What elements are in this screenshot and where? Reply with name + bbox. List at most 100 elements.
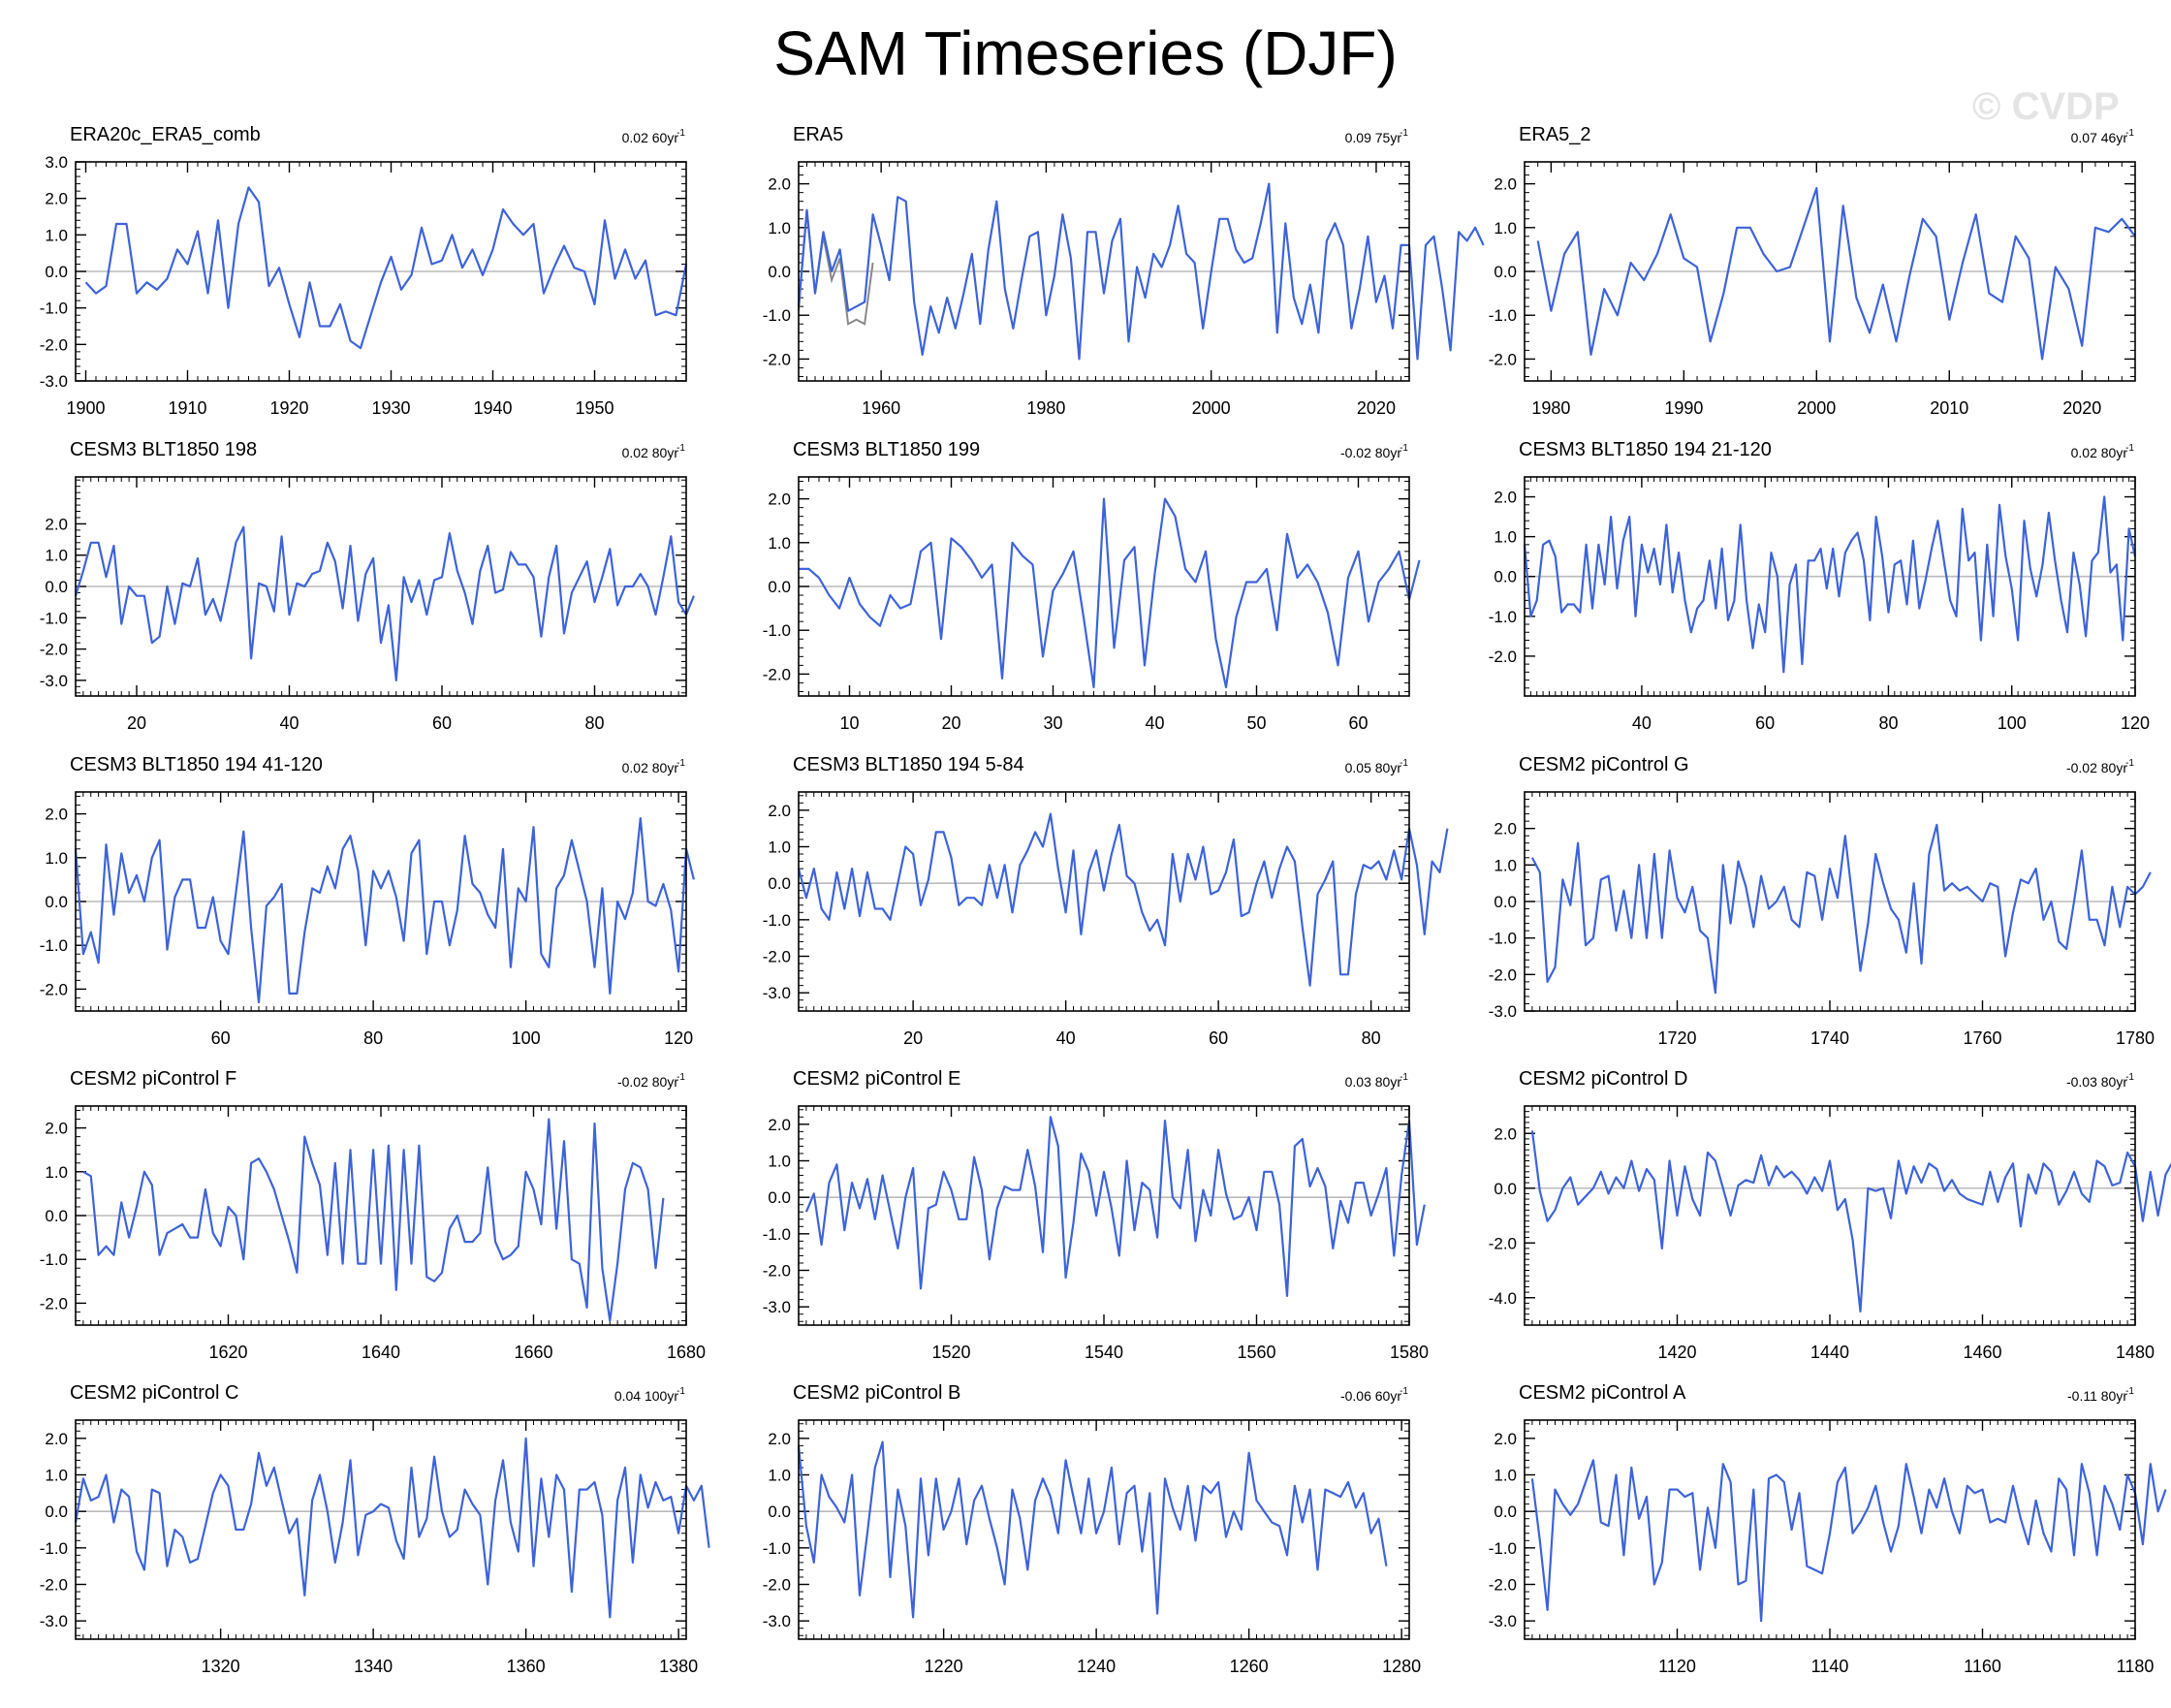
- x-tick-label: 1640: [362, 1343, 400, 1362]
- x-tick-label: 120: [664, 1028, 693, 1048]
- y-tick-label: -1.0: [763, 621, 791, 640]
- y-tick-label: -2.0: [1489, 648, 1517, 666]
- y-tick-label: 2.0: [768, 802, 791, 820]
- trend-exponent: -1: [676, 443, 685, 454]
- x-tick-label: 1900: [66, 398, 105, 418]
- panel-3: 1980 1990 2000 2010 2020 -2.0 -1.0 0.0 1.0 2.0 ERA…: [1489, 124, 2136, 418]
- y-tick-label: 1.0: [1494, 219, 1517, 237]
- panel-15: 1120 1140 1160 1180 -3.0 -2.0 -1.0 0.0 1.0 2.0 CES…: [1489, 1382, 2167, 1676]
- y-tick-label: 1.0: [768, 1467, 791, 1485]
- y-tick-label: -2.0: [1489, 965, 1517, 984]
- y-tick-label: 1.0: [768, 1153, 791, 1171]
- y-tick-label: 2.0: [768, 1430, 791, 1448]
- x-tick-label: 40: [279, 713, 299, 733]
- trend-label: 0.02 80yr: [622, 760, 679, 775]
- trend-label: 0.03 80yr: [1345, 1074, 1402, 1090]
- trend-label: 0.07 46yr: [2071, 130, 2128, 145]
- y-tick-label: 1.0: [1494, 856, 1517, 874]
- trend-label: 0.02 80yr: [2071, 445, 2128, 460]
- x-tick-label: 2000: [1192, 398, 1231, 418]
- y-tick-label: -4.0: [1489, 1289, 1517, 1308]
- x-tick-label: 60: [1348, 713, 1368, 733]
- trend-exponent: -1: [2125, 1072, 2134, 1083]
- x-tick-label: 30: [1043, 713, 1062, 733]
- x-tick-label: 120: [2121, 713, 2150, 733]
- y-tick-label: 1.0: [45, 849, 68, 868]
- y-tick-label: -3.0: [763, 1298, 791, 1316]
- plot-frame: [798, 791, 1410, 1012]
- trend-exponent: -1: [2125, 758, 2134, 769]
- panel-9: 1720 1740 1760 1780 -3.0 -2.0 -1.0 0.0 1.0 2.0 CES…: [1489, 754, 2155, 1048]
- y-tick-label: 0.0: [768, 1502, 791, 1521]
- series-line: [1530, 823, 2152, 995]
- panel-10: 1620 1640 1660 1680 -2.0 -1.0 0.0 1.0 2.0 CESM2 p…: [40, 1068, 706, 1362]
- plot-frame: [75, 1419, 687, 1640]
- trend-label: -0.03 80yr: [2066, 1074, 2127, 1090]
- x-tick-label: 1440: [1810, 1343, 1849, 1362]
- x-tick-label: 60: [1755, 713, 1775, 733]
- panel-title: CESM2 piControl G: [1519, 754, 1689, 775]
- x-tick-label: 1780: [2116, 1028, 2155, 1048]
- x-tick-label: 2000: [1797, 398, 1836, 418]
- trend-label: -0.06 60yr: [1340, 1388, 1401, 1404]
- x-tick-label: 80: [584, 713, 604, 733]
- y-tick-label: 0.0: [1494, 568, 1517, 586]
- trend-exponent: -1: [1400, 1386, 1408, 1397]
- y-tick-label: 2.0: [768, 1116, 791, 1134]
- x-tick-label: 1140: [1811, 1657, 1849, 1676]
- panel-8: 20 40 60 80 -3.0 -2.0 -1.0 0.0 1.0 2.0 CESM3 BLT18…: [763, 754, 1449, 1048]
- plot-frame: [798, 161, 1410, 382]
- plot-frame: [798, 1105, 1410, 1326]
- trend-exponent: -1: [676, 1386, 685, 1397]
- x-tick-label: 1950: [575, 398, 614, 418]
- x-tick-label: 80: [1362, 1028, 1381, 1048]
- y-tick-label: -2.0: [763, 948, 791, 966]
- trend-exponent: -1: [2125, 443, 2134, 454]
- x-tick-label: 80: [1878, 713, 1898, 733]
- panel-7: 60 80 100 120 -2.0 -1.0 0.0 1.0 2.0 CESM3 BLT1850…: [40, 754, 695, 1048]
- x-tick-label: 80: [363, 1028, 383, 1048]
- y-tick-label: 0.0: [1494, 1502, 1517, 1521]
- trend-label: 0.09 75yr: [1345, 130, 1402, 145]
- x-tick-label: 1120: [1658, 1657, 1696, 1676]
- x-tick-label: 20: [903, 1028, 923, 1048]
- panel-title: CESM3 BLT1850 198: [70, 439, 257, 460]
- x-tick-label: 1580: [1390, 1343, 1429, 1362]
- trend-label: -0.02 80yr: [1340, 445, 1401, 460]
- y-tick-label: -3.0: [763, 1612, 791, 1630]
- page-title: SAM Timeseries (DJF): [773, 18, 1398, 88]
- x-tick-label: 50: [1246, 713, 1266, 733]
- watermark: © CVDP: [1972, 85, 2120, 128]
- panel-6: 40 60 80 100 120 -2.0 -1.0 0.0 1.0 2.0 CESM3 BLT18…: [1489, 439, 2150, 733]
- trend-exponent: -1: [2125, 128, 2134, 139]
- y-tick-label: -2.0: [763, 665, 791, 683]
- y-tick-label: -1.0: [40, 1539, 68, 1558]
- panel-title: ERA5_2: [1519, 124, 1591, 145]
- series-line: [797, 1440, 1388, 1619]
- series-line: [797, 812, 1449, 987]
- panel-12: 1420 1440 1460 1480 -4.0 -2.0 0.0 2.0 CESM2 piCo…: [1489, 1068, 2171, 1362]
- panel-title: CESM3 BLT1850 194 41-120: [70, 754, 323, 775]
- y-tick-label: -1.0: [1489, 608, 1517, 626]
- x-tick-label: 40: [1056, 1028, 1076, 1048]
- y-tick-label: 2.0: [1494, 1430, 1517, 1448]
- y-tick-label: -2.0: [1489, 350, 1517, 368]
- y-tick-label: -1.0: [40, 609, 68, 627]
- y-tick-label: -2.0: [1489, 1576, 1517, 1595]
- series-line: [1530, 1459, 2167, 1623]
- y-tick-label: -1.0: [40, 300, 68, 318]
- y-tick-label: 2.0: [1494, 820, 1517, 838]
- x-tick-label: 1760: [1963, 1028, 2001, 1048]
- panel-11: 1520 1540 1560 1580 -3.0 -2.0 -1.0 0.0 1.0 2.0 CES…: [763, 1068, 1429, 1362]
- x-tick-label: 1720: [1657, 1028, 1696, 1048]
- x-tick-label: 100: [1998, 713, 2027, 733]
- series-line: [84, 186, 688, 350]
- x-tick-label: 100: [512, 1028, 541, 1048]
- panel-4: 20 40 60 80 -3.0 -2.0 -1.0 0.0 1.0 2.0 CESM3 BLT18…: [40, 439, 695, 733]
- panel-5: 10 20 30 40 50 60 -2.0 -1.0 0.0 1.0 2.0 CESM3 BLT18…: [763, 439, 1421, 733]
- x-tick-label: 1560: [1237, 1343, 1275, 1362]
- x-tick-label: 1520: [931, 1343, 970, 1362]
- y-tick-label: 0.0: [768, 874, 791, 893]
- y-tick-label: 2.0: [45, 806, 68, 824]
- y-tick-label: -3.0: [40, 372, 68, 391]
